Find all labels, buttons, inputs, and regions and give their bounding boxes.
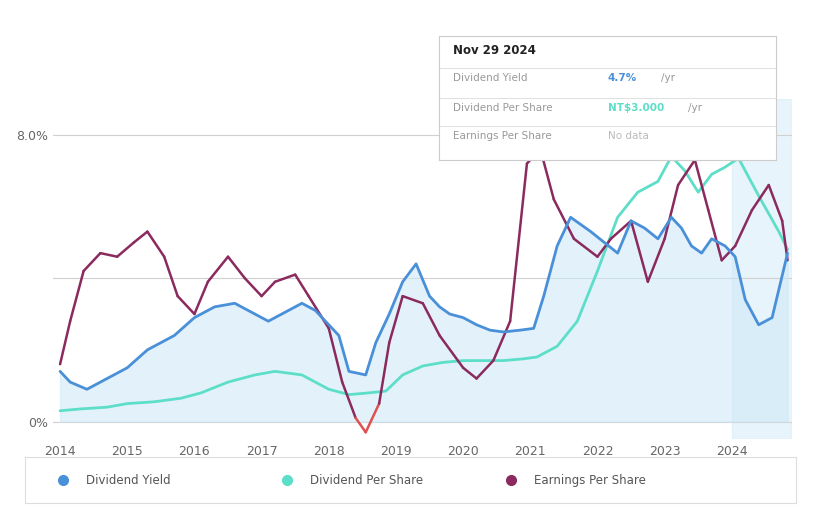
Text: NT$3.000: NT$3.000 [608,103,664,113]
Text: Dividend Per Share: Dividend Per Share [452,103,553,113]
Text: Nov 29 2024: Nov 29 2024 [452,44,535,57]
Bar [732,99,792,439]
Text: No data: No data [608,132,649,141]
Text: Past: Past [735,142,759,155]
Text: 4.7%: 4.7% [608,73,637,83]
Text: Dividend Per Share: Dividend Per Share [310,473,424,487]
Text: /yr: /yr [662,73,676,83]
Text: /yr: /yr [688,103,702,113]
Text: Earnings Per Share: Earnings Per Share [534,473,646,487]
Text: Earnings Per Share: Earnings Per Share [452,132,552,141]
Text: Dividend Yield: Dividend Yield [452,73,527,83]
Text: Dividend Yield: Dividend Yield [86,473,171,487]
